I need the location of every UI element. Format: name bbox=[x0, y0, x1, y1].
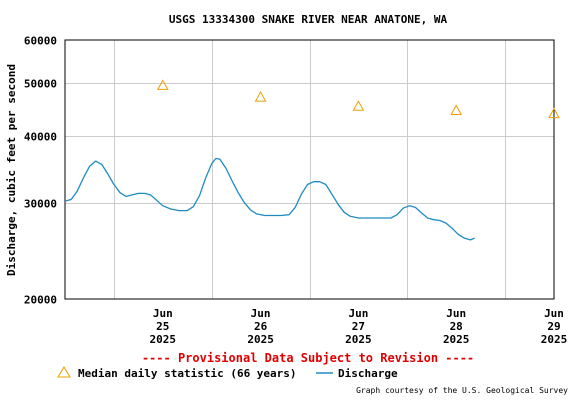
provisional-note: ---- Provisional Data Subject to Revisio… bbox=[142, 351, 474, 365]
median-marker bbox=[352, 100, 365, 111]
x-axis-ticks: Jun252025Jun262025Jun272025Jun282025Jun2… bbox=[150, 307, 568, 346]
y-tick-label: 30000 bbox=[24, 198, 57, 211]
legend-triangle-icon bbox=[57, 366, 71, 378]
x-tick-label-line2: 29 bbox=[547, 320, 560, 333]
plot-area-border bbox=[64, 39, 555, 300]
x-tick-label-line3: 2025 bbox=[345, 333, 372, 346]
x-tick-label-line2: 27 bbox=[352, 320, 365, 333]
y-axis-ticks: 20000 30000 40000 50000 60000 bbox=[24, 35, 57, 307]
legend-label-median: Median daily statistic (66 years) bbox=[78, 367, 297, 380]
x-tick-label-line3: 2025 bbox=[541, 333, 568, 346]
x-tick-label-line1: Jun bbox=[251, 307, 271, 320]
x-tick-label-line3: 2025 bbox=[150, 333, 177, 346]
median-marker bbox=[450, 104, 463, 115]
x-tick-label-line1: Jun bbox=[153, 307, 173, 320]
y-axis-label: Discharge, cubic feet per second bbox=[5, 64, 18, 276]
credit-line: Graph courtesy of the U.S. Geological Su… bbox=[356, 386, 568, 395]
grid-lines bbox=[65, 40, 554, 299]
y-tick-label: 50000 bbox=[24, 78, 57, 91]
x-tick-label-line1: Jun bbox=[544, 307, 564, 320]
y-tick-label: 40000 bbox=[24, 131, 57, 144]
median-marker bbox=[254, 91, 267, 102]
median-marker bbox=[548, 107, 560, 119]
legend: Median daily statistic (66 years) Discha… bbox=[57, 366, 398, 380]
x-tick-label-line2: 25 bbox=[156, 320, 169, 333]
legend-label-discharge: Discharge bbox=[338, 367, 398, 380]
chart-title: USGS 13334300 SNAKE RIVER NEAR ANATONE, … bbox=[169, 13, 448, 26]
median-marker bbox=[156, 79, 169, 90]
x-tick-label-line1: Jun bbox=[446, 307, 466, 320]
y-tick-label: 60000 bbox=[24, 35, 57, 48]
series-layer bbox=[64, 79, 560, 241]
x-tick-label-line1: Jun bbox=[348, 307, 368, 320]
y-tick-label: 20000 bbox=[24, 294, 57, 307]
x-tick-label-line2: 28 bbox=[450, 320, 463, 333]
x-tick-label-line2: 26 bbox=[254, 320, 268, 333]
x-tick-label-line3: 2025 bbox=[247, 333, 274, 346]
discharge-line bbox=[64, 157, 475, 241]
x-tick-label-line3: 2025 bbox=[443, 333, 470, 346]
